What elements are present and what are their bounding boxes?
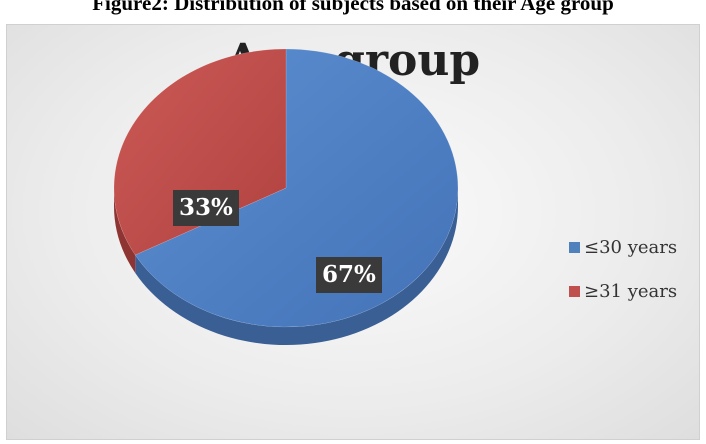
legend-label: ≤30 years — [584, 236, 678, 258]
legend-item-30-or-less: ≤30 years — [569, 235, 677, 259]
legend: ≤30 years ≥31 years — [569, 235, 677, 323]
data-label-31-or-more: 33% — [173, 190, 239, 226]
pie-slice-31-or-more — [113, 48, 287, 256]
legend-swatch-red — [569, 285, 580, 297]
figure-caption: Figure2: Distribution of subjects based … — [92, 0, 614, 15]
pie-slice-31-or-more-side — [114, 188, 136, 273]
data-label-30-or-less: 67% — [316, 257, 382, 293]
legend-item-31-or-more: ≥31 years — [569, 279, 677, 303]
legend-swatch-blue — [569, 241, 580, 253]
legend-label: ≥31 years — [584, 280, 678, 302]
chart-area: Age group 67% 33% ≤30 years ≥31 years — [6, 24, 700, 440]
pie-chart — [113, 48, 459, 345]
